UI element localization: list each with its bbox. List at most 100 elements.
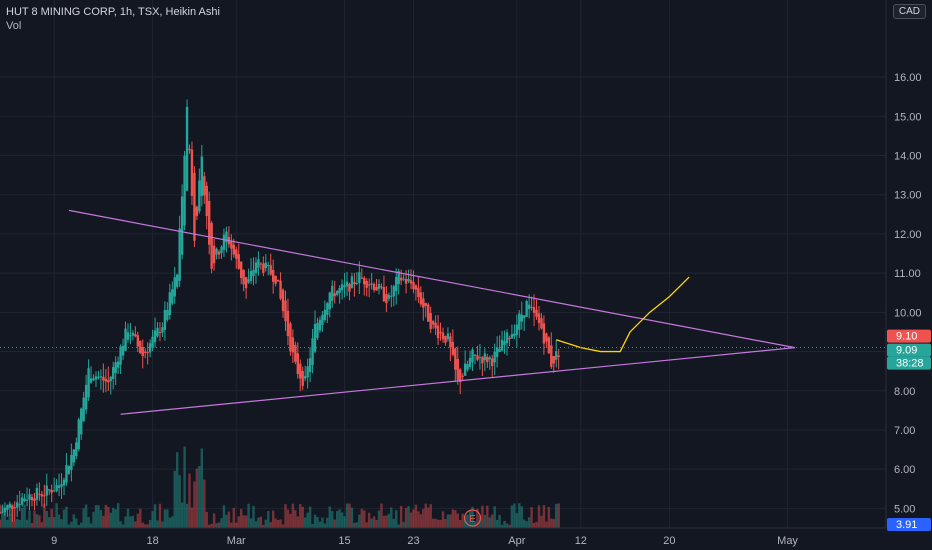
bid-price-badge: 9.09 — [896, 345, 917, 357]
volume-bar — [308, 506, 312, 528]
volume-bar — [3, 507, 7, 528]
candle-body — [20, 497, 24, 505]
volume-bar — [62, 509, 66, 528]
candle-body — [476, 355, 479, 360]
candle-body — [392, 286, 395, 297]
candle-body — [419, 292, 423, 305]
volume-bar — [481, 505, 484, 528]
candle-body — [483, 353, 487, 361]
candle-body — [57, 485, 61, 488]
candle-body — [353, 282, 356, 284]
candle-body — [286, 310, 290, 337]
volume-bar — [473, 521, 477, 528]
candle-body — [491, 358, 494, 366]
volume-bar — [247, 503, 250, 528]
volume-bar — [136, 513, 140, 528]
volume-bar — [399, 506, 403, 528]
volume-bar — [232, 507, 236, 528]
candle-body — [249, 270, 253, 281]
volume-bar — [72, 514, 76, 528]
candle-body — [468, 357, 472, 367]
volume-bar — [70, 521, 73, 528]
candle-body — [402, 278, 405, 280]
volume-bar — [441, 511, 445, 528]
candle-body — [244, 277, 248, 289]
volume-bar — [23, 504, 26, 528]
last-price-badge-bg — [887, 329, 931, 343]
volume-bar — [252, 505, 255, 528]
candle-body — [193, 172, 196, 241]
y-tick-label: 10.00 — [894, 307, 922, 319]
candle-body — [173, 277, 176, 297]
candle-body — [454, 348, 457, 370]
volume-bar — [146, 524, 149, 528]
y-tick-label: 12.00 — [894, 229, 922, 241]
volume-bar — [318, 521, 322, 528]
volume-bar — [107, 506, 110, 528]
volume-bar — [395, 510, 398, 528]
candle-body — [397, 271, 400, 285]
bid-price-badge-bg — [887, 343, 931, 357]
candle-body — [222, 234, 226, 250]
candle-body — [481, 357, 484, 364]
volume-bar — [348, 503, 351, 528]
candle-body — [535, 309, 538, 317]
currency-button[interactable]: CAD — [892, 4, 926, 19]
candle-body — [281, 289, 285, 312]
candle-body — [136, 335, 140, 347]
volume-bar — [311, 524, 314, 528]
volume-bar — [25, 519, 29, 528]
y-tick-label: 11.00 — [894, 268, 921, 280]
volume-bar — [289, 513, 292, 528]
x-tick-label: May — [777, 535, 798, 547]
candle-body — [16, 502, 19, 508]
candle-body — [89, 378, 93, 383]
candle-body — [372, 284, 376, 291]
candle-body — [252, 269, 255, 276]
volume-bar — [417, 511, 420, 528]
volume-bar — [493, 506, 496, 528]
candle-body — [274, 275, 277, 284]
candle-body — [82, 397, 85, 422]
volume-bar — [385, 515, 388, 528]
volume-bar — [185, 503, 189, 528]
volume-bar — [459, 520, 462, 528]
candle-body — [185, 106, 189, 191]
candle-body — [235, 249, 238, 259]
candle-body — [269, 265, 272, 275]
candle-body — [55, 484, 58, 492]
volume-bar — [333, 519, 336, 528]
volume-bar — [495, 519, 499, 528]
candle-body — [146, 352, 149, 354]
volume-bar — [545, 521, 548, 528]
x-tick-label: 12 — [575, 535, 587, 547]
candle-body — [121, 345, 125, 356]
candle-body — [471, 349, 474, 363]
candle-body — [530, 306, 533, 308]
volume-bar — [151, 511, 154, 528]
volume-bar — [466, 514, 469, 528]
candle-body — [134, 334, 137, 337]
volume-bar — [513, 503, 516, 528]
volume-bar — [249, 518, 253, 528]
volume-bar — [367, 512, 371, 528]
candle-body — [382, 287, 386, 302]
candle-body — [38, 493, 41, 495]
candle-body — [237, 254, 240, 269]
candle-body — [422, 298, 425, 308]
volume-bar — [212, 513, 216, 528]
candle-body — [28, 494, 31, 500]
volume-bar — [454, 510, 457, 528]
volume-bar — [547, 506, 551, 528]
y-tick-label: 8.00 — [894, 386, 915, 398]
candle-body — [45, 485, 48, 496]
volume-bar — [392, 518, 395, 528]
volume-bar — [483, 514, 487, 528]
volume-bar — [173, 470, 176, 528]
volume-bar — [156, 520, 159, 528]
volume-bar — [267, 511, 270, 528]
volume-bar — [244, 515, 248, 528]
volume-bar — [370, 518, 373, 528]
